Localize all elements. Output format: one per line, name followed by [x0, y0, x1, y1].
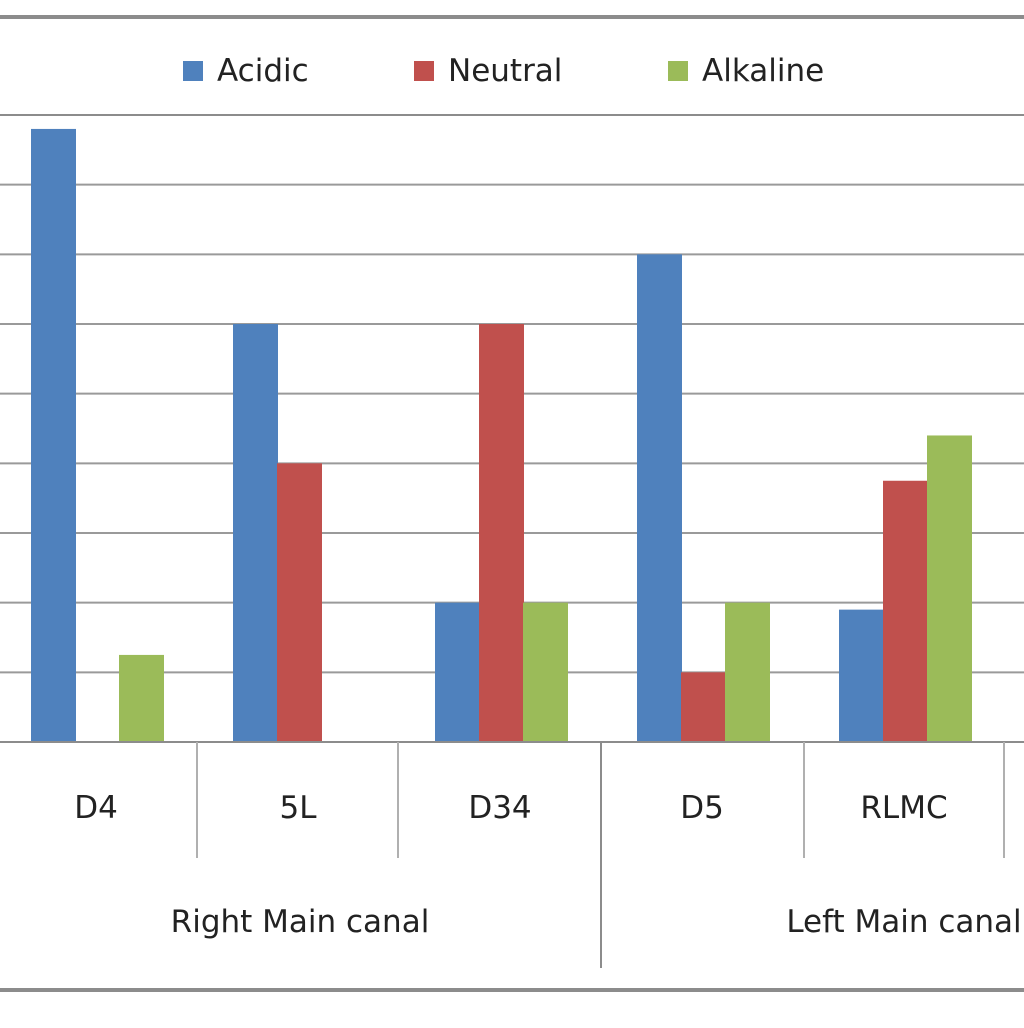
- bar-neutral-d5: [681, 672, 726, 742]
- bars: [31, 128, 972, 743]
- bar-acidic-d34: [435, 602, 480, 742]
- legend-swatch-acidic: [183, 61, 203, 81]
- legend-label-alkaline: Alkaline: [702, 53, 824, 89]
- legend-swatch-alkaline: [668, 61, 688, 81]
- bar-acidic-d5: [637, 254, 682, 743]
- group-label: Right Main canal: [171, 904, 430, 940]
- x-tick-label: D5: [680, 790, 724, 826]
- x-tick-label: D4: [74, 790, 118, 826]
- bar-acidic-5l: [233, 324, 278, 742]
- x-tick-label: RLMC: [860, 790, 947, 826]
- legend-label-acidic: Acidic: [217, 53, 309, 89]
- x-tick-label: D34: [468, 790, 531, 826]
- bar-alkaline-d5: [725, 602, 770, 742]
- bar-acidic-rlmc: [839, 609, 884, 742]
- bar-neutral-d34: [479, 324, 524, 742]
- bar-neutral-rlmc: [883, 480, 928, 742]
- x-axis: D4 5L D34 D5 RLMC Right Main canal Left Main c…: [74, 742, 1022, 968]
- bar-acidic-d4: [31, 128, 76, 742]
- legend: Acidic Neutral Alkaline: [183, 53, 824, 89]
- legend-label-neutral: Neutral: [448, 53, 562, 89]
- group-label: Left Main canal: [786, 904, 1021, 940]
- legend-swatch-neutral: [414, 61, 434, 81]
- x-tick-label: 5L: [280, 790, 318, 826]
- bar-neutral-5l: [277, 463, 322, 742]
- bar-alkaline-d34: [523, 602, 568, 742]
- bar-alkaline-rlmc: [927, 435, 972, 742]
- bar-alkaline-d4: [119, 654, 164, 742]
